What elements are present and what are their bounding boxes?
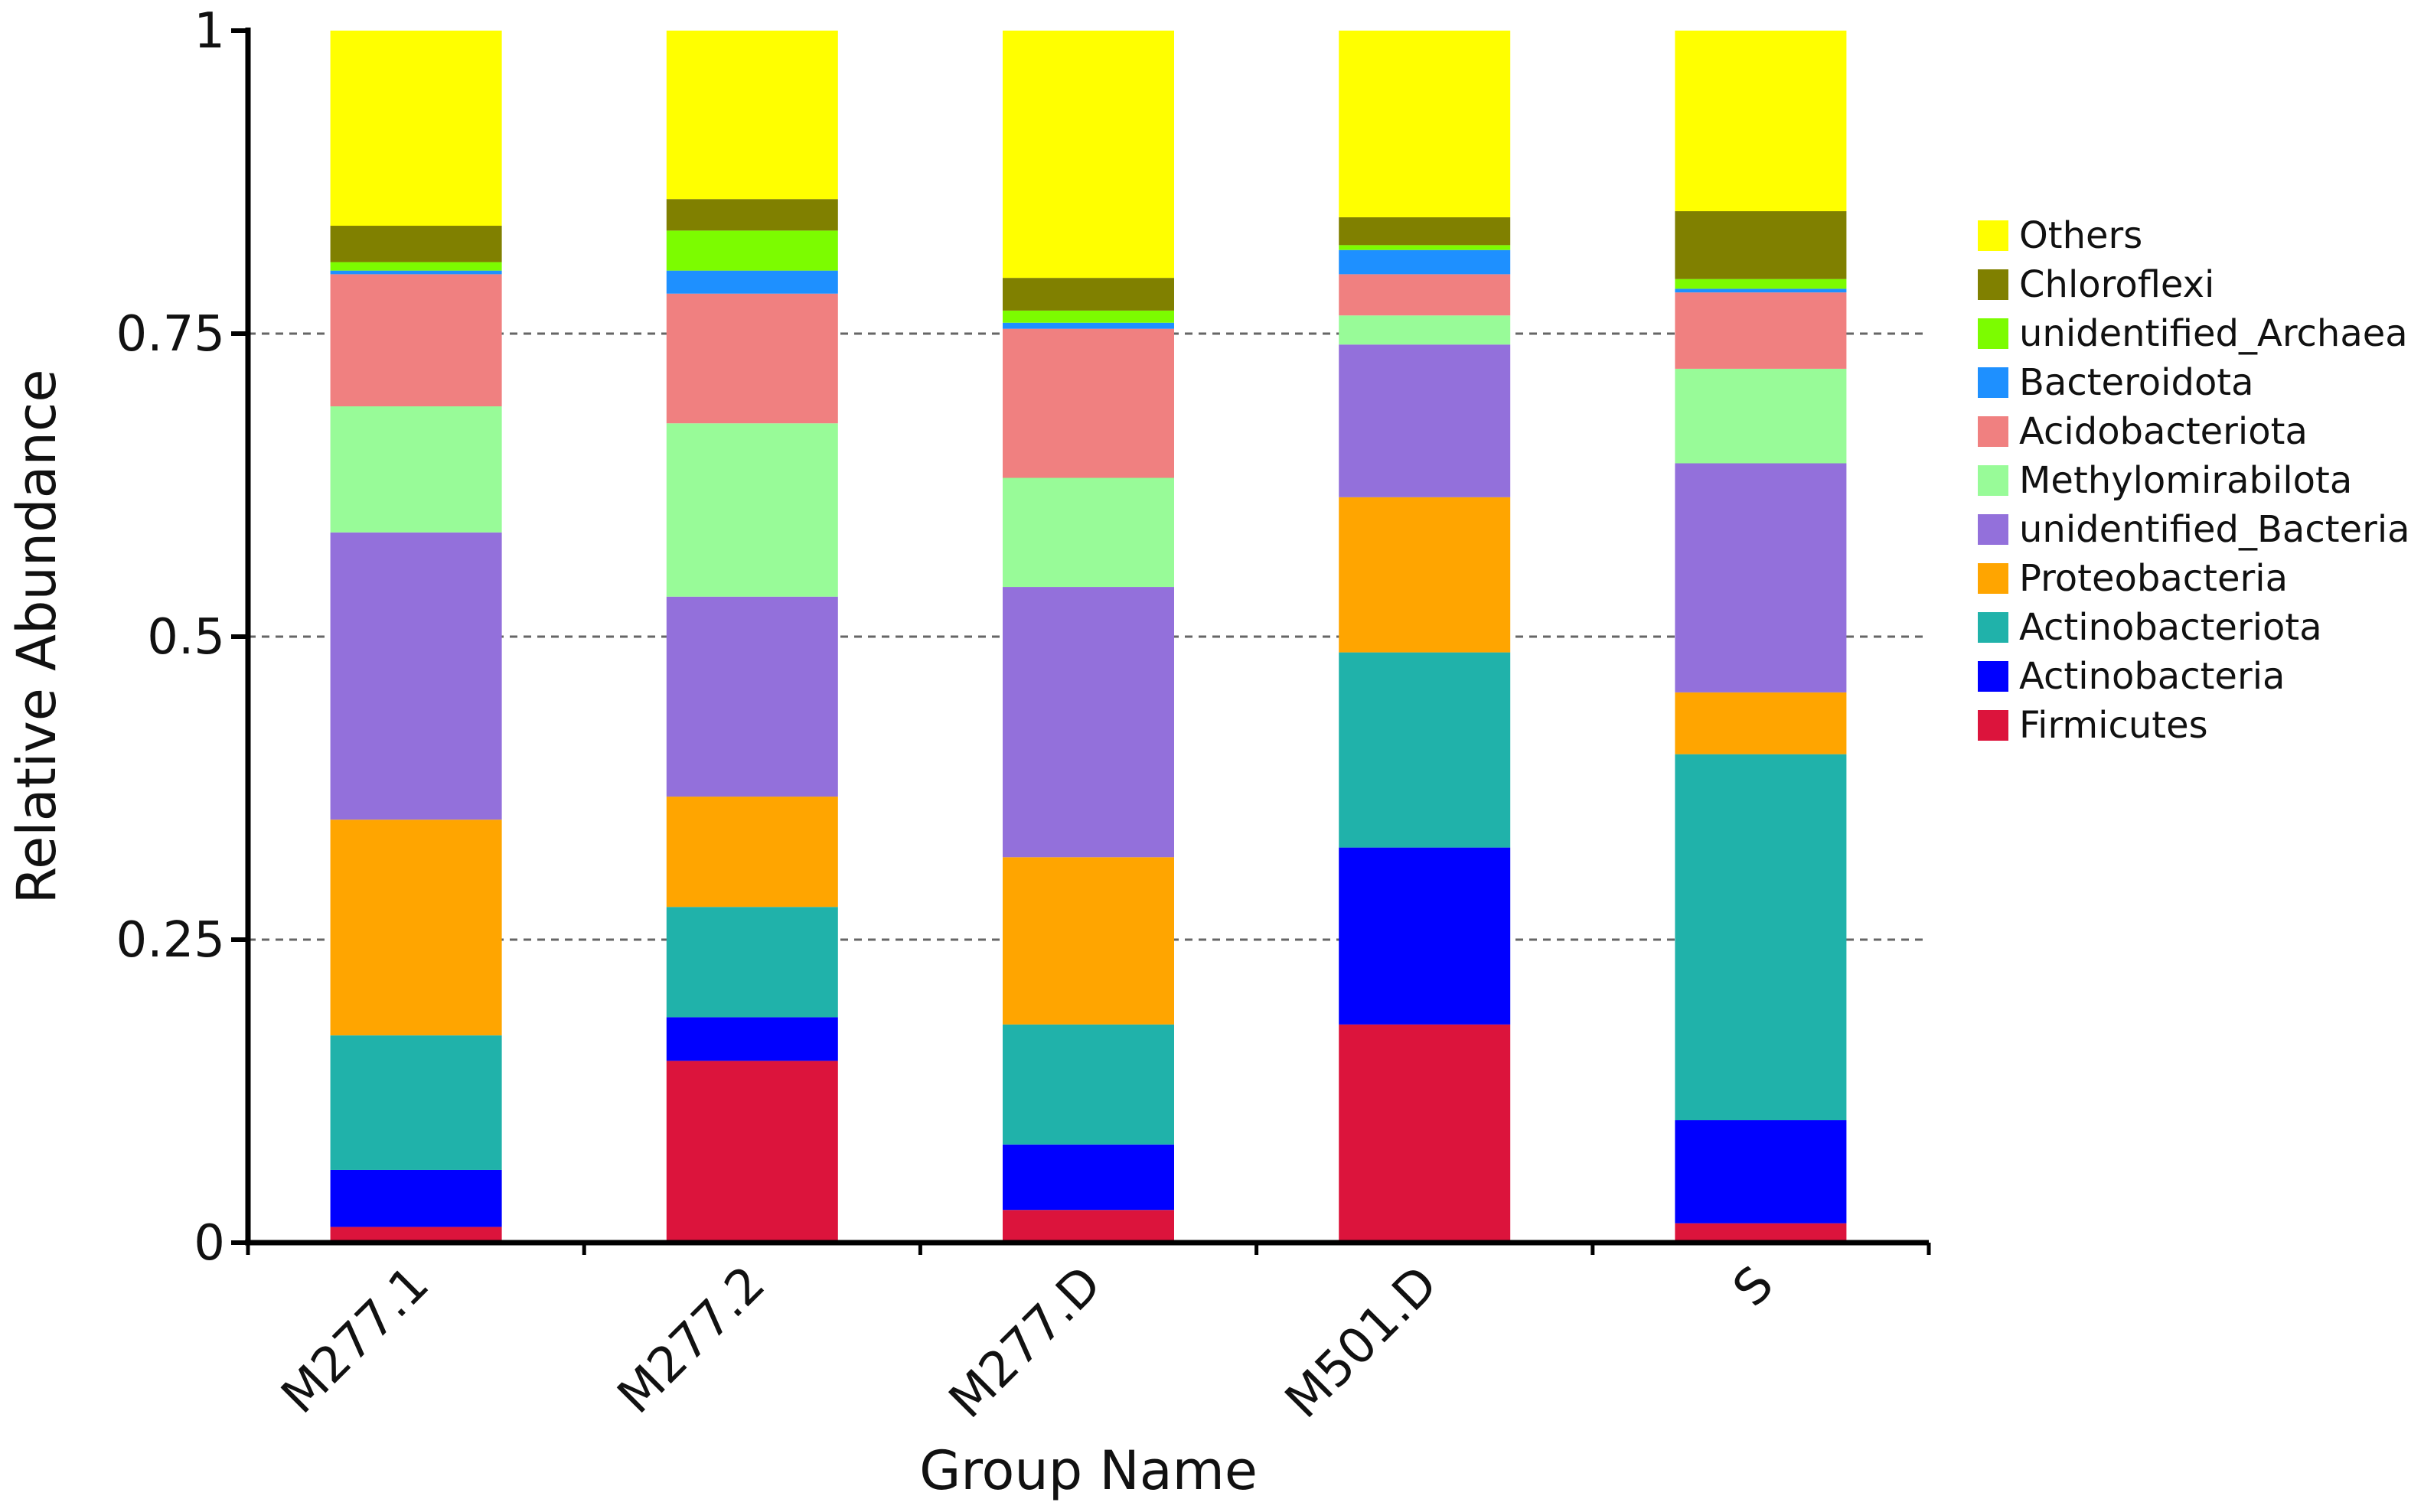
bar-segment	[1675, 31, 1847, 212]
legend-swatch	[1978, 563, 2008, 594]
bar-segment	[1003, 31, 1174, 279]
bar-segment	[1675, 463, 1847, 692]
y-tick-label: 1	[194, 3, 225, 60]
bar-segment	[1339, 274, 1511, 316]
bar-segment	[1003, 328, 1174, 478]
bar-segment	[330, 532, 502, 820]
x-tick-label: M277.1	[271, 1256, 440, 1425]
bar-segment	[1675, 1120, 1847, 1224]
legend-swatch	[1978, 661, 2008, 692]
bar-segment	[330, 1035, 502, 1170]
legend-label: Others	[2019, 214, 2142, 257]
bar-segment	[330, 226, 502, 262]
bar-segment	[1003, 278, 1174, 311]
bar-segment	[330, 31, 502, 226]
bar-segment	[1339, 652, 1511, 848]
bar-segment	[1003, 310, 1174, 323]
x-tick-label: M277.2	[607, 1256, 776, 1425]
bar-segment	[1675, 754, 1847, 1121]
legend-swatch	[1978, 318, 2008, 349]
bar-segment	[1675, 292, 1847, 369]
bar-segment	[330, 1169, 502, 1227]
bar-segment	[330, 270, 502, 275]
bar-segment	[1675, 288, 1847, 293]
bar-segment	[666, 230, 838, 271]
bar-segment	[666, 270, 838, 294]
bars	[330, 31, 1847, 1243]
bar-segment	[1339, 31, 1511, 217]
bar-segment	[1675, 1223, 1847, 1243]
x-axis-title: Group Name	[919, 1439, 1258, 1502]
bar-segment	[1003, 477, 1174, 588]
bar-segment	[1339, 245, 1511, 250]
legend-swatch	[1978, 416, 2008, 447]
legend-swatch	[1978, 710, 2008, 741]
x-tick-label: M277.D	[938, 1256, 1112, 1429]
legend-label: Firmicutes	[2019, 704, 2208, 747]
legend-swatch	[1978, 269, 2008, 300]
bar-segment	[1003, 1024, 1174, 1145]
bar-segment	[1339, 497, 1511, 653]
legend-swatch	[1978, 220, 2008, 251]
bar-segment	[330, 274, 502, 407]
bar-segment	[1003, 322, 1174, 329]
bar-segment	[1339, 344, 1511, 497]
bar-segment	[1003, 1144, 1174, 1211]
bar-segment	[666, 293, 838, 424]
legend: Others Chloroflexi unidentified_Archaea Bac…	[1978, 214, 2410, 747]
bar-segment	[1675, 692, 1847, 754]
y-tick-label: 0.5	[147, 609, 225, 666]
y-tick-label: 0	[194, 1215, 225, 1272]
legend-label: Bacteroidota	[2019, 361, 2254, 404]
bar-segment	[666, 907, 838, 1018]
bar-segment	[330, 820, 502, 1036]
bar-segment	[666, 199, 838, 231]
bar-segment	[1675, 211, 1847, 279]
bar-segment	[666, 423, 838, 597]
legend-label: unidentified_Bacteria	[2019, 508, 2410, 551]
y-axis-title: Relative Abundance	[5, 370, 68, 904]
bar-segment	[1339, 249, 1511, 275]
bar-segment	[1339, 315, 1511, 345]
legend-label: unidentified_Archaea	[2019, 312, 2408, 355]
bar-segment	[1003, 1210, 1174, 1243]
x-tick-label: M501.D	[1275, 1256, 1449, 1429]
legend-swatch	[1978, 514, 2008, 545]
bar-segment	[330, 262, 502, 271]
legend-label: Actinobacteria	[2019, 655, 2285, 698]
legend-label: Actinobacteriota	[2019, 606, 2322, 649]
bar-segment	[1339, 847, 1511, 1025]
bar-segment	[1675, 279, 1847, 289]
legend-swatch	[1978, 367, 2008, 398]
bar-segment	[330, 406, 502, 533]
bar-segment	[1339, 1024, 1511, 1243]
y-tick-label: 0.25	[116, 912, 226, 969]
bar-segment	[666, 31, 838, 200]
bar-segment	[1339, 217, 1511, 246]
legend-label: Methylomirabilota	[2019, 459, 2352, 502]
x-tick-label: S	[1723, 1256, 1785, 1318]
bar-segment	[330, 1227, 502, 1243]
bar-segment	[1003, 857, 1174, 1025]
y-tick-label: 0.75	[116, 306, 226, 363]
legend-label: Acidobacteriota	[2019, 410, 2308, 453]
legend-swatch	[1978, 465, 2008, 496]
bar-segment	[666, 1017, 838, 1061]
legend-swatch	[1978, 612, 2008, 643]
bar-segment	[1003, 587, 1174, 858]
legend-label: Chloroflexi	[2019, 263, 2214, 306]
legend-label: Proteobacteria	[2019, 557, 2288, 600]
bar-segment	[666, 596, 838, 797]
bar-segment	[1675, 368, 1847, 464]
bar-segment	[666, 1061, 838, 1243]
bar-segment	[666, 797, 838, 908]
